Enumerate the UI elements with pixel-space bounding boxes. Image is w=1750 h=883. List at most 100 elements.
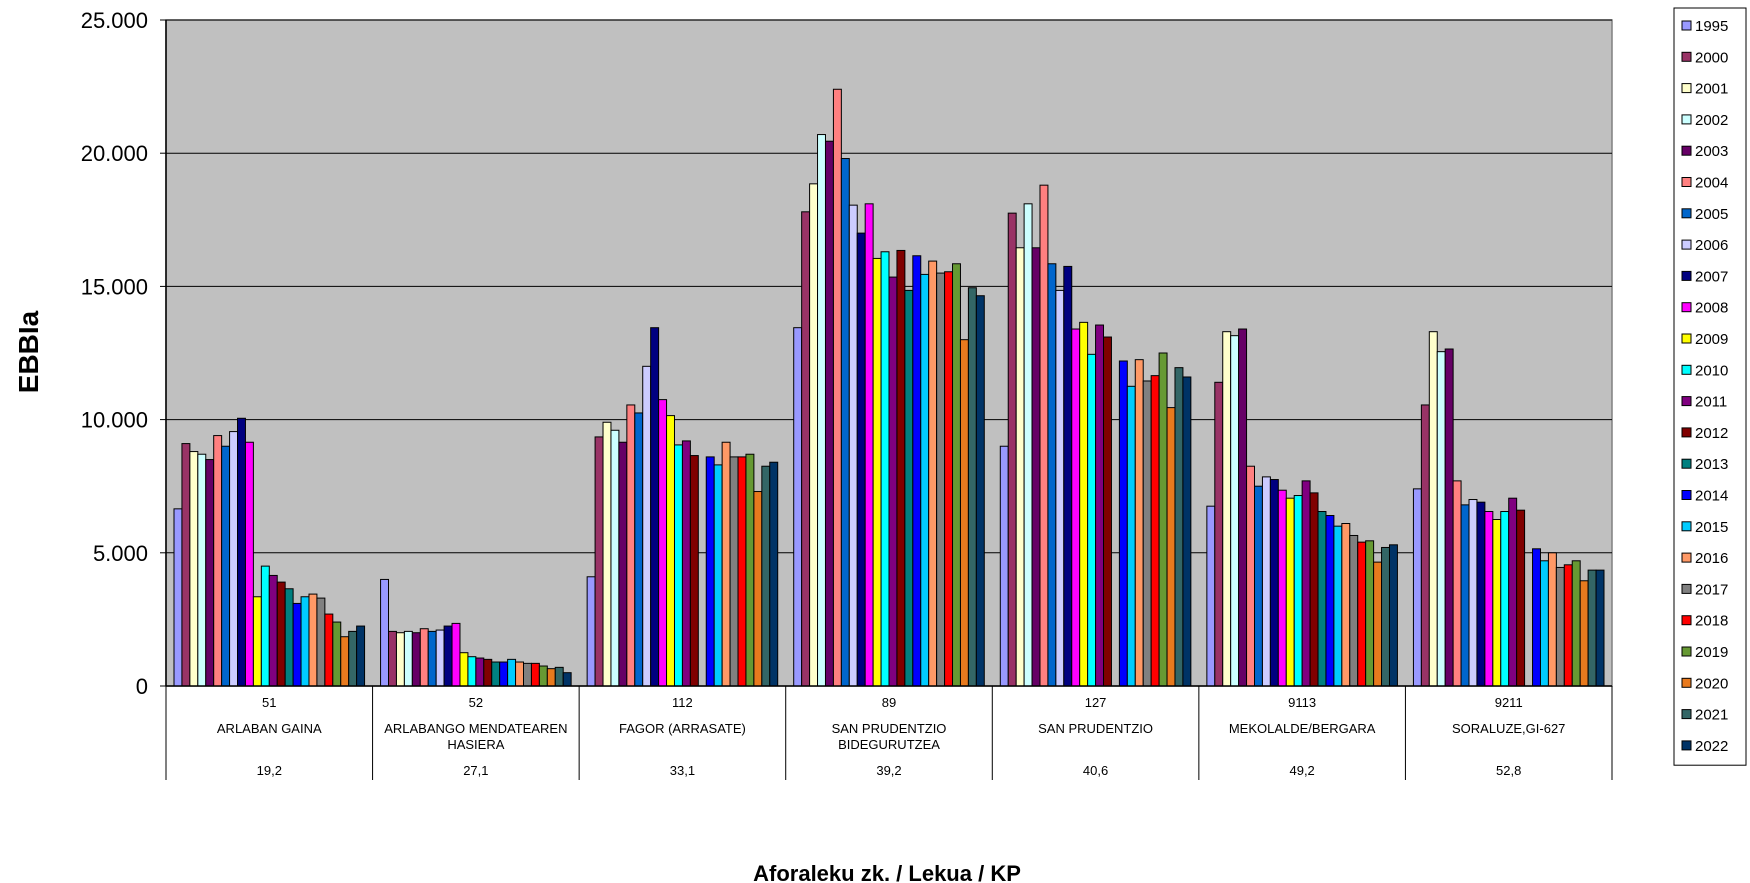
bar-9211-2005 — [1460, 504, 1470, 687]
bar-52-2002 — [403, 630, 413, 687]
y-tick-label: 5.000 — [93, 541, 148, 566]
category-id-label: 52 — [469, 695, 483, 710]
bar-89-2011 — [888, 276, 898, 687]
bar-127-2016 — [1134, 359, 1144, 687]
legend-label-2019: 2019 — [1695, 644, 1728, 661]
bar-51-2004 — [213, 435, 223, 687]
bar-group-89 — [793, 88, 985, 687]
legend-swatch-2004 — [1681, 177, 1692, 187]
bar-9113-2020 — [1373, 561, 1383, 687]
bar-9211-2003 — [1444, 348, 1454, 687]
bar-52-1995 — [380, 578, 390, 687]
legend-swatch-2011 — [1681, 396, 1692, 407]
legend: 1995 2000 2001 2002 2003 2004 2005 2006 2007 2008… — [1673, 7, 1747, 766]
bar-112-2019 — [745, 453, 755, 687]
bar-51-2007 — [237, 417, 246, 687]
bar-52-2007 — [443, 625, 453, 687]
bar-112-2009 — [666, 415, 675, 687]
bar-52-2008 — [451, 622, 461, 687]
bar-89-2004 — [832, 88, 842, 687]
bar-group-52 — [380, 578, 572, 687]
bar-9211-2001 — [1428, 331, 1438, 687]
legend-swatch-2018 — [1681, 615, 1692, 626]
bar-89-2016 — [928, 260, 938, 687]
category-id-label: 89 — [882, 695, 896, 710]
category-id-label: 9211 — [1495, 695, 1523, 710]
category-name-label: SAN PRUDENTZIO — [832, 721, 947, 736]
bar-127-2009 — [1079, 321, 1089, 687]
bar-9211-2021 — [1587, 569, 1597, 687]
bar-51-2015 — [300, 596, 310, 687]
bar-9211-2008 — [1484, 511, 1494, 687]
bar-51-2003 — [205, 459, 215, 687]
legend-label-2015: 2015 — [1695, 519, 1728, 536]
legend-label-2014: 2014 — [1695, 488, 1728, 505]
bar-112-1995 — [586, 576, 596, 687]
bar-51-2018 — [324, 613, 334, 687]
legend-swatch-2002 — [1681, 114, 1692, 125]
legend-label-2008: 2008 — [1695, 300, 1728, 317]
bar-9211-2000 — [1420, 404, 1430, 687]
bar-9211-2009 — [1492, 519, 1502, 687]
bar-89-2013 — [904, 289, 914, 687]
bar-9211-2006 — [1468, 499, 1478, 687]
bar-112-2008 — [658, 399, 668, 687]
bar-89-1995 — [793, 327, 803, 687]
bar-9211-2016 — [1547, 552, 1557, 687]
bar-9211-2015 — [1539, 560, 1549, 687]
category-kp-label: 27,1 — [463, 763, 488, 778]
bar-9113-2012 — [1309, 492, 1319, 687]
bar-9113-2018 — [1357, 541, 1367, 687]
bar-9211-2014 — [1532, 548, 1541, 687]
bar-112-2018 — [737, 456, 747, 687]
bar-9113-2002 — [1230, 335, 1240, 687]
bar-127-1995 — [999, 445, 1009, 687]
y-tick-label: 25.000 — [81, 8, 148, 33]
legend-label-2007: 2007 — [1695, 268, 1728, 285]
bar-9211-2017 — [1555, 566, 1565, 687]
bar-127-2020 — [1166, 407, 1176, 687]
bar-89-2002 — [817, 134, 826, 687]
bar-51-2020 — [340, 636, 350, 687]
bar-9113-2011 — [1301, 480, 1311, 687]
bar-112-2005 — [634, 412, 644, 687]
bar-51-2016 — [308, 593, 318, 687]
legend-box — [1673, 7, 1747, 766]
bar-112-2015 — [713, 464, 723, 687]
bar-52-2016 — [515, 661, 524, 687]
legend-label-2013: 2013 — [1695, 456, 1728, 473]
legend-label-2006: 2006 — [1695, 237, 1728, 254]
bar-89-2018 — [944, 271, 954, 687]
y-tick-label: 10.000 — [81, 408, 148, 433]
axes — [165, 20, 1612, 687]
bar-112-2014 — [705, 456, 715, 687]
bar-9113-2005 — [1254, 485, 1263, 687]
bar-52-2011 — [475, 657, 485, 687]
bar-52-2019 — [538, 665, 548, 687]
category-id-label: 127 — [1085, 695, 1107, 710]
bar-9113-2010 — [1293, 495, 1303, 687]
bar-9113-2000 — [1214, 381, 1224, 687]
bar-52-2000 — [388, 630, 397, 687]
category-id-label: 112 — [672, 695, 693, 710]
bar-9113-2021 — [1381, 546, 1390, 687]
bar-127-2010 — [1087, 353, 1097, 687]
legend-label-2018: 2018 — [1695, 613, 1728, 630]
bar-9113-2016 — [1341, 523, 1351, 687]
bar-127-2007 — [1063, 265, 1073, 687]
bar-89-2009 — [872, 257, 882, 687]
category-name-label: SAN PRUDENTZIO — [1038, 721, 1153, 736]
bar-9211-2007 — [1476, 501, 1486, 687]
legend-swatch-2017 — [1681, 583, 1692, 594]
bar-89-2017 — [936, 272, 946, 687]
legend-swatch-2015 — [1681, 521, 1692, 532]
bar-52-2021 — [554, 666, 564, 687]
category-name-label: HASIERA — [447, 737, 504, 752]
bar-9113-2006 — [1261, 476, 1271, 687]
legend-label-2012: 2012 — [1695, 425, 1728, 442]
legend-swatch-2007 — [1681, 270, 1692, 281]
bar-52-2010 — [467, 656, 477, 687]
legend-label-2021: 2021 — [1695, 707, 1728, 724]
bar-51-2021 — [348, 630, 358, 687]
legend-swatch-2014 — [1681, 490, 1692, 500]
